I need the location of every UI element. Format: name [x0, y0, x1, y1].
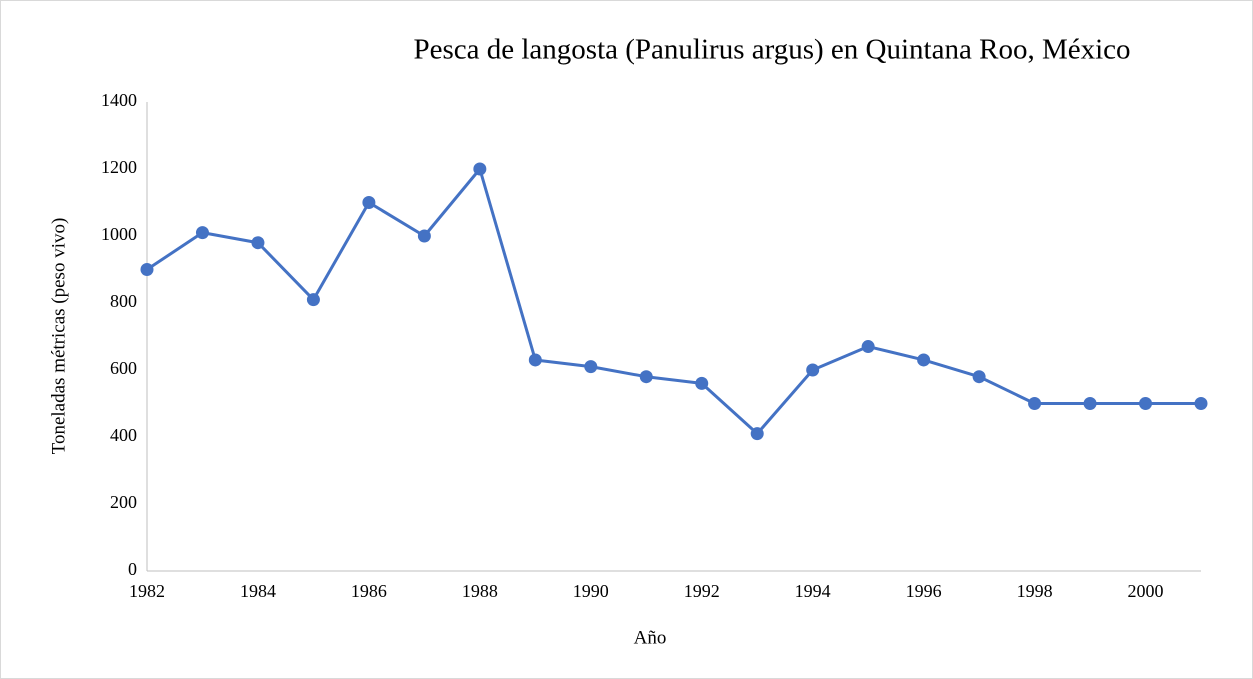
marker: [140, 263, 154, 276]
x-tick-label: 1992: [684, 581, 720, 601]
marker: [195, 226, 209, 240]
x-tick-label: 1982: [129, 581, 165, 601]
y-tick-label: 1000: [101, 224, 137, 244]
y-tick-label: 800: [110, 291, 137, 311]
marker: [972, 370, 986, 384]
y-tick-label: 600: [110, 358, 137, 378]
marker: [1194, 397, 1208, 410]
chart-title: Pesca de langosta (Panulirus argus) en Q…: [413, 34, 1130, 66]
x-tick-label: 2000: [1128, 581, 1164, 601]
x-tick-label: 1994: [795, 581, 831, 601]
x-tick-label: 1988: [462, 581, 498, 601]
marker: [861, 340, 875, 354]
marker: [1083, 397, 1097, 410]
y-tick-label: 400: [110, 425, 137, 445]
x-tick-label: 1986: [351, 581, 387, 601]
x-tick-label: 1996: [906, 581, 942, 601]
marker: [695, 376, 709, 390]
line: [146, 167, 1201, 436]
marker: [584, 360, 598, 374]
marker: [417, 229, 431, 243]
marker: [1139, 397, 1153, 410]
marker: [473, 162, 487, 176]
y-tick-label: 1400: [101, 90, 137, 110]
marker: [1028, 397, 1042, 410]
y-tick-label: 0: [128, 559, 137, 579]
y-tick-label: 200: [110, 492, 137, 512]
marker: [306, 293, 320, 307]
marker: [639, 370, 653, 384]
marker: [362, 196, 376, 209]
y-axis-label: Toneladas métricas (peso vivo): [48, 218, 69, 455]
x-axis-label: Año: [634, 627, 667, 648]
marker: [750, 427, 764, 441]
marker: [806, 363, 820, 377]
marker: [917, 353, 931, 367]
x-tick-label: 1984: [240, 581, 276, 601]
marker: [528, 353, 542, 367]
x-tick-label: 1990: [573, 581, 609, 601]
y-tick-label: 1200: [101, 157, 137, 177]
marker: [251, 236, 265, 250]
x-tick-label: 1998: [1017, 581, 1053, 601]
